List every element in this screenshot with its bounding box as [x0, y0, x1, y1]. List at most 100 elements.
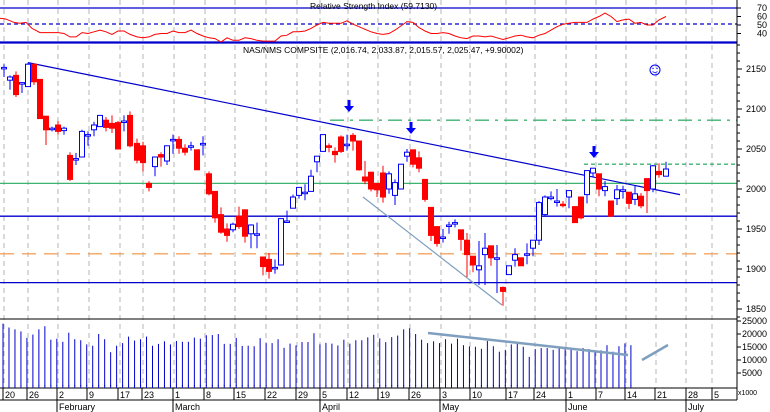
candle: [416, 151, 422, 173]
candle: [566, 190, 572, 209]
month-label: March: [175, 402, 200, 412]
candle: [266, 253, 272, 279]
candle: [374, 182, 380, 197]
candle: [61, 126, 67, 135]
down-arrow-icon: [406, 122, 416, 134]
candle: [536, 201, 542, 245]
candle: [242, 209, 248, 243]
date-tick-label: 9: [89, 390, 94, 400]
candle: [73, 153, 79, 165]
candle: [284, 210, 290, 223]
candle: [524, 243, 530, 265]
date-tick-label: 22: [267, 390, 277, 400]
price-tick-label: 1900: [746, 264, 766, 274]
date-tick-label: 3: [442, 390, 447, 400]
candle: [230, 222, 236, 233]
date-axis: 20 26 2 9 17 23 1 8 15 22 29 5 12 19 26 3 10 17 24 1 7 14 21 28…: [0, 385, 737, 412]
volume-tick-label: 20000: [742, 329, 767, 339]
candle: [614, 185, 620, 205]
price-tick-label: 2100: [746, 104, 766, 114]
candle: [79, 129, 85, 158]
candle: [488, 245, 494, 266]
candle: [200, 136, 206, 156]
candle: [548, 191, 554, 201]
candle: [626, 191, 632, 209]
candle: [296, 186, 302, 199]
candle: [428, 206, 434, 241]
price-tick-label: 2000: [746, 184, 766, 194]
candle: [422, 178, 428, 202]
candle: [103, 117, 109, 132]
candle: [308, 169, 314, 192]
candle: [458, 229, 464, 251]
candle: [188, 141, 194, 151]
price-tick-label: 2050: [746, 144, 766, 154]
date-tick-label: 26: [411, 390, 421, 400]
volume-tick-label: 15000: [742, 342, 767, 352]
candle: [248, 224, 254, 249]
candle: [464, 233, 470, 277]
rsi-panel: Relative Strength Index (59.7130): [0, 1, 737, 43]
date-tick-label: 17: [508, 390, 518, 400]
candle: [368, 171, 374, 192]
candle: [85, 131, 91, 146]
candle: [338, 135, 344, 153]
candle: [31, 63, 37, 85]
date-tick-label: 10: [472, 390, 482, 400]
candle: [542, 195, 548, 217]
candle: [146, 181, 152, 192]
candle: [152, 156, 158, 177]
candle: [218, 207, 224, 234]
date-tick-label: 8: [206, 390, 211, 400]
trendline-wedge-lower: [362, 196, 503, 306]
price-title: NAS/NMS COMPSITE (2,016.74, 2,033.87, 2,…: [243, 45, 524, 55]
price-tick-label: 1950: [746, 224, 766, 234]
date-tick-label: 12: [349, 390, 359, 400]
candle: [620, 185, 626, 199]
candle: [260, 256, 266, 276]
candle: [518, 257, 524, 267]
date-tick-label: 1: [568, 390, 573, 400]
candle: [212, 190, 218, 223]
candle: [398, 163, 404, 190]
date-tick-label: 20: [5, 390, 15, 400]
volume-unit-label: x1000: [738, 390, 757, 397]
candle: [49, 126, 55, 132]
date-tick-label: 23: [144, 390, 154, 400]
candle: [332, 147, 338, 163]
candle: [158, 152, 164, 167]
candle: [446, 221, 452, 234]
candle: [55, 121, 61, 135]
candle: [578, 196, 584, 220]
candle: [663, 161, 669, 177]
date-tick-label: 2: [59, 390, 64, 400]
date-tick-label: 7: [598, 390, 603, 400]
volume-bars: [2, 323, 632, 386]
candle: [13, 71, 19, 97]
trendline-downtrend-resistance: [27, 62, 681, 196]
date-tick-label: 15: [236, 390, 246, 400]
date-tick-label: 17: [120, 390, 130, 400]
date-tick-label: 24: [536, 390, 546, 400]
rsi-tick-label: 40: [757, 29, 767, 39]
volume-trend-up: [641, 343, 669, 362]
volume-axis-ticks: 25000 20000 15000 10000 5000: [737, 316, 767, 378]
date-tick-label: 19: [380, 390, 390, 400]
volume-tick-label: 25000: [742, 316, 767, 326]
volume-tick-label: 5000: [742, 368, 762, 378]
volume-trend-down: [427, 331, 629, 357]
candle: [326, 143, 332, 153]
candle: [602, 181, 608, 197]
candle: [404, 149, 410, 162]
candle: [236, 206, 242, 229]
candle: [506, 265, 512, 276]
candle: [43, 115, 49, 145]
candle: [392, 179, 398, 205]
candle: [500, 286, 506, 306]
annotation-arrows: [344, 100, 599, 158]
candle: [494, 245, 500, 293]
rsi-tick-label: 70: [757, 3, 767, 13]
price-panel: NAS/NMS COMPSITE (2,016.74, 2,033.87, 2,…: [0, 42, 737, 306]
candle: [164, 145, 170, 165]
